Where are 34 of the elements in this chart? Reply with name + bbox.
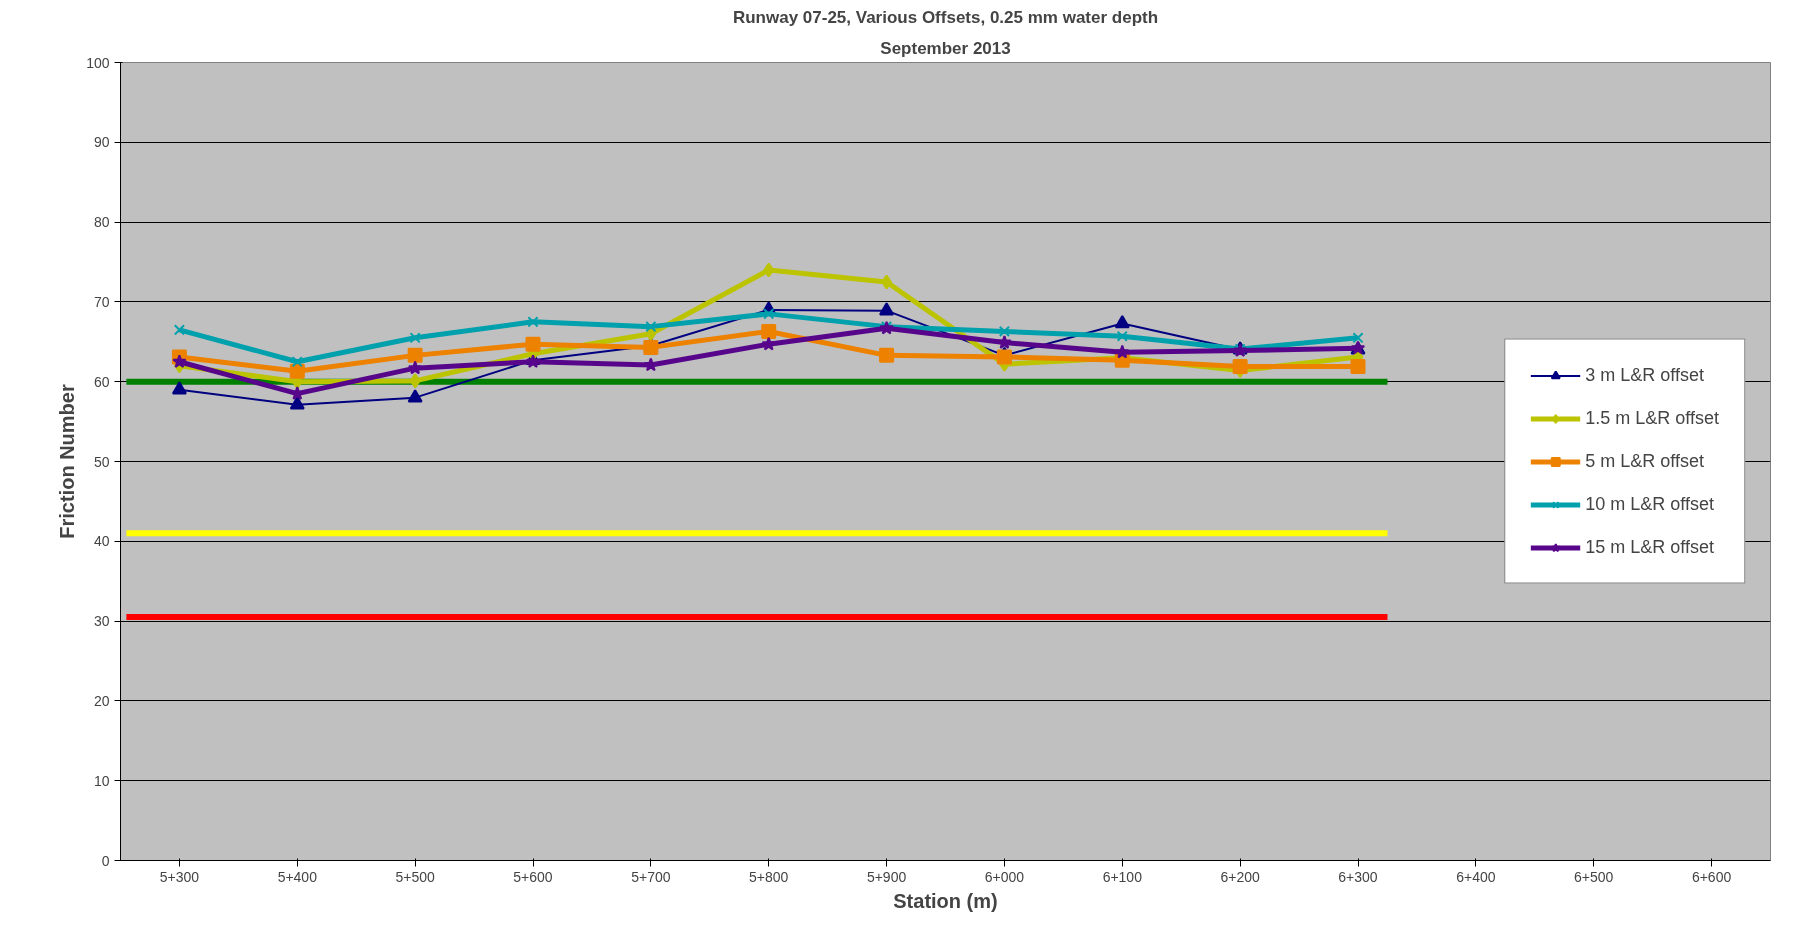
legend-label: 3 m L&R offset <box>1585 364 1704 386</box>
y-tick-label: 80 <box>93 214 110 231</box>
legend-label: 5 m L&R offset <box>1585 450 1704 472</box>
y-tick-label: 50 <box>93 453 110 470</box>
y-axis-title: Friction Number <box>56 384 79 539</box>
x-tick-label: 6+200 <box>1220 868 1261 885</box>
y-tick-label: 40 <box>93 533 110 550</box>
y-tick-label: 0 <box>101 852 110 869</box>
x-tick-label: 6+000 <box>984 868 1025 885</box>
x-tick-label: 6+400 <box>1456 868 1496 885</box>
legend-label: 10 m L&R offset <box>1585 493 1714 515</box>
x-tick-label: 6+300 <box>1338 868 1378 885</box>
x-tick-label: 5+500 <box>395 868 436 885</box>
y-tick-label: 10 <box>93 772 110 789</box>
x-tick-label: 5+400 <box>277 868 318 885</box>
x-tick-label: 5+800 <box>749 868 789 885</box>
x-tick-label: 5+700 <box>631 868 671 885</box>
y-tick-label: 90 <box>93 134 110 151</box>
y-tick-label: 20 <box>93 692 110 709</box>
x-axis-title: Station (m) <box>893 889 998 912</box>
y-tick-label: 60 <box>93 373 110 390</box>
chart-title: Runway 07-25, Various Offsets, 0.25 mm water depth <box>732 7 1159 27</box>
x-tick-label: 6+100 <box>1102 868 1143 885</box>
y-tick-label: 70 <box>93 293 110 310</box>
x-tick-label: 5+300 <box>159 868 200 885</box>
y-tick-label: 100 <box>86 54 110 71</box>
x-tick-label: 6+500 <box>1574 868 1614 885</box>
legend-label: 1.5 m L&R offset <box>1585 407 1719 429</box>
legend-label: 15 m L&R offset <box>1585 536 1714 558</box>
chart-subtitle: September 2013 <box>880 38 1011 58</box>
x-tick-label: 6+600 <box>1691 868 1732 885</box>
y-tick-label: 30 <box>93 613 110 630</box>
x-tick-label: 5+600 <box>513 868 553 885</box>
x-tick-label: 5+900 <box>866 868 907 885</box>
